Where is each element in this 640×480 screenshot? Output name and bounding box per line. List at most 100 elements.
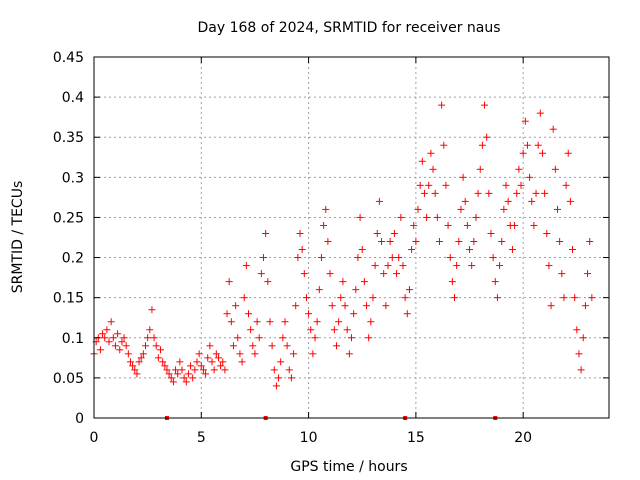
data-point xyxy=(521,117,529,125)
data-point xyxy=(395,254,403,262)
data-point xyxy=(260,254,268,262)
data-point xyxy=(268,342,276,350)
data-point xyxy=(403,310,411,318)
y-tick-label: 0.25 xyxy=(53,210,84,226)
data-point xyxy=(433,213,441,221)
data-point xyxy=(523,141,531,149)
data-point xyxy=(375,197,383,205)
data-point xyxy=(264,278,272,286)
data-point xyxy=(283,342,291,350)
data-point xyxy=(139,350,147,358)
data-point xyxy=(571,294,579,302)
data-point xyxy=(262,229,270,237)
data-point xyxy=(96,346,104,354)
data-point xyxy=(219,358,227,366)
data-point xyxy=(416,181,424,189)
data-point xyxy=(427,149,435,157)
data-point xyxy=(307,326,315,334)
data-point xyxy=(498,238,506,246)
data-point xyxy=(257,270,265,278)
data-point xyxy=(388,254,396,262)
data-point xyxy=(335,318,343,326)
data-point xyxy=(238,358,246,366)
data-point xyxy=(245,310,252,318)
data-point xyxy=(146,326,154,334)
data-point xyxy=(208,358,216,366)
data-point xyxy=(184,370,192,378)
data-point xyxy=(180,374,188,382)
data-point xyxy=(408,246,416,254)
data-point xyxy=(296,229,304,237)
data-point xyxy=(217,362,225,370)
data-point xyxy=(148,306,156,314)
data-point xyxy=(390,229,398,237)
data-point xyxy=(221,366,229,374)
y-tick-label: 0.4 xyxy=(62,90,84,106)
data-point xyxy=(234,334,242,342)
data-point xyxy=(270,366,278,374)
data-point xyxy=(429,165,437,173)
data-point xyxy=(562,181,570,189)
data-point xyxy=(326,270,334,278)
data-point xyxy=(352,286,360,294)
data-point xyxy=(290,350,298,358)
y-tick-label: 0.35 xyxy=(53,130,84,146)
data-point xyxy=(481,101,489,109)
data-point xyxy=(538,149,546,157)
data-point xyxy=(105,338,113,346)
data-point xyxy=(420,189,428,197)
data-point xyxy=(418,157,426,165)
x-tick-label: 10 xyxy=(300,430,318,446)
data-point xyxy=(275,374,283,382)
data-point xyxy=(448,278,456,286)
data-points xyxy=(90,101,596,390)
data-point xyxy=(508,246,516,254)
data-point xyxy=(487,229,495,237)
plot-frame xyxy=(93,56,610,419)
data-point xyxy=(564,149,572,157)
y-tick-label: 0.15 xyxy=(53,291,84,307)
data-point xyxy=(277,358,285,366)
data-point xyxy=(242,262,250,270)
data-point xyxy=(354,254,362,262)
data-point xyxy=(204,354,212,362)
data-point xyxy=(311,334,319,342)
data-point xyxy=(272,382,280,390)
data-point xyxy=(253,318,261,326)
x-tick-label: 5 xyxy=(197,430,206,446)
y-axis-label: SRMTID / TECUs xyxy=(10,181,26,294)
data-point xyxy=(99,330,107,338)
data-point xyxy=(440,141,448,149)
data-point xyxy=(163,366,171,374)
data-point xyxy=(584,270,592,278)
data-point xyxy=(122,342,130,350)
data-point xyxy=(103,326,111,334)
data-point xyxy=(285,366,293,374)
data-point xyxy=(431,189,439,197)
data-point xyxy=(142,342,149,350)
data-point xyxy=(502,181,510,189)
x-axis-ticks: 0 5 10 15 20 xyxy=(90,57,532,446)
data-point xyxy=(116,346,124,354)
data-point xyxy=(159,358,167,366)
data-point xyxy=(367,318,375,326)
data-point xyxy=(569,246,577,254)
data-point xyxy=(191,366,199,374)
data-point xyxy=(212,350,220,358)
data-point xyxy=(573,326,581,334)
data-point xyxy=(124,350,132,358)
y-tick-label: 0.2 xyxy=(62,251,84,267)
data-point xyxy=(575,350,583,358)
data-point xyxy=(386,238,394,246)
data-point xyxy=(247,326,255,334)
data-point xyxy=(470,238,478,246)
data-point xyxy=(393,270,401,278)
data-point xyxy=(545,262,553,270)
data-point xyxy=(382,302,390,310)
data-point xyxy=(496,262,504,270)
data-point xyxy=(133,370,141,378)
data-point xyxy=(489,254,497,262)
data-point xyxy=(466,246,474,254)
data-point xyxy=(360,278,368,286)
y-tick-label: 0.05 xyxy=(53,371,84,387)
